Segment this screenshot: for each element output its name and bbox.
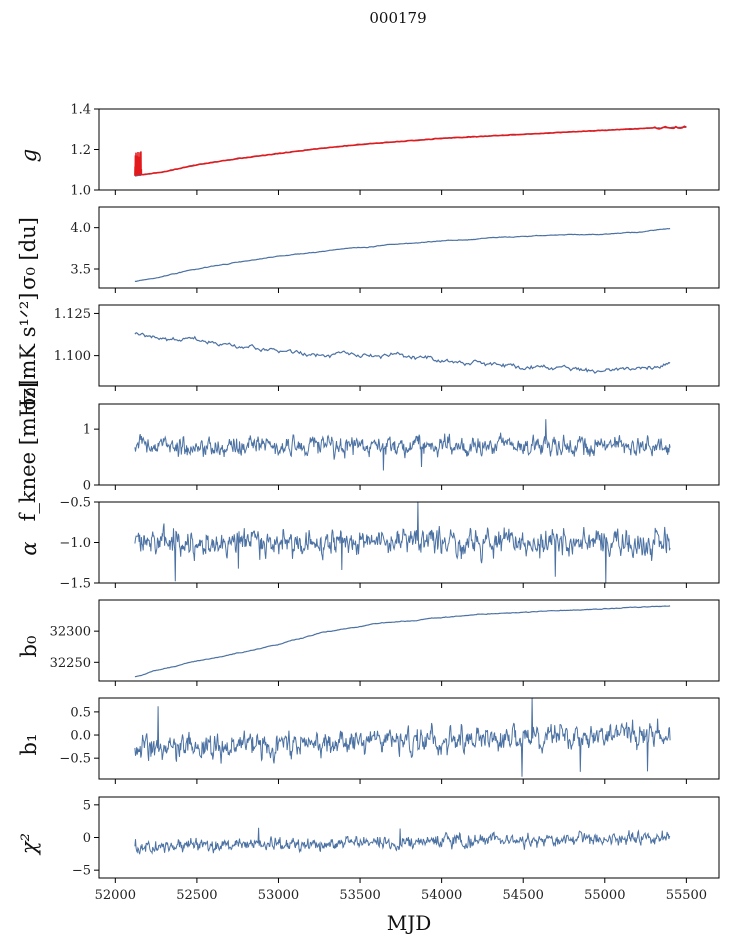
ytick-label-sigma0_du-0: 3.5 xyxy=(70,262,91,277)
axes-frame-b1 xyxy=(98,697,720,780)
xtick-label-6: 55000 xyxy=(584,888,625,903)
figure-title: 000179 xyxy=(369,9,426,27)
series-chi2 xyxy=(134,827,671,855)
panel-chi2: −5 0 5 52000 52500 53000 53500 54000 54500 55000 5… xyxy=(17,796,720,903)
y-axis-label-alpha: α xyxy=(17,541,41,555)
series-sigma0_du xyxy=(134,227,671,282)
xtick-label-4: 54000 xyxy=(421,888,462,903)
y-axis-label-g: g xyxy=(17,149,41,162)
ytick-label-chi2-1: 0 xyxy=(83,831,91,846)
ytick-label-b1-0: −0.5 xyxy=(59,752,91,767)
axes-frame-g xyxy=(98,108,720,191)
series-b0 xyxy=(134,605,671,678)
ytick-label-b1-2: 0.5 xyxy=(70,705,91,720)
ytick-label-g-1: 1.2 xyxy=(70,143,91,158)
ytick-label-b0-1: 32300 xyxy=(50,625,91,640)
ytick-label-sigma0_mK-0: 1.100 xyxy=(54,349,91,364)
y-axis-label-b1: b₁ xyxy=(17,734,41,756)
xtick-label-7: 55500 xyxy=(666,888,707,903)
y-axis-label-sigma0_mK: σ₀[mK s¹ᐟ²] xyxy=(16,293,40,411)
series-alpha xyxy=(134,502,671,583)
axes-frame-sigma0_mK xyxy=(98,304,720,387)
ytick-label-g-0: 1.0 xyxy=(70,184,91,199)
ytick-label-alpha-0: −1.5 xyxy=(59,577,91,592)
panel-sigma0_mK: 1.100 1.125 σ₀[mK s¹ᐟ²] xyxy=(16,293,720,411)
panel-b0: 32250 32300 b₀ xyxy=(17,599,720,686)
xtick-label-0: 52000 xyxy=(95,888,136,903)
xtick-label-3: 53500 xyxy=(339,888,380,903)
x-axis-label: MJD xyxy=(387,911,432,935)
ytick-label-chi2-0: −5 xyxy=(72,864,91,879)
axes-frame-alpha xyxy=(98,501,720,584)
ytick-label-sigma0_du-1: 4.0 xyxy=(70,221,91,236)
y-axis-label-sigma0_du: σ₀ [du] xyxy=(16,217,40,290)
panel-b1: −0.5 0.0 0.5 b₁ xyxy=(17,697,720,784)
series-fknee xyxy=(134,419,671,471)
ytick-label-fknee-1: 1 xyxy=(83,423,91,438)
ytick-label-sigma0_mK-1: 1.125 xyxy=(54,307,91,322)
ytick-label-b0-0: 32250 xyxy=(50,656,91,671)
ytick-label-b1-1: 0.0 xyxy=(70,729,91,744)
panel-g: 1.0 1.2 1.4 g xyxy=(17,103,720,199)
axes-frame-sigma0_du xyxy=(98,206,720,289)
xtick-label-2: 53000 xyxy=(258,888,299,903)
panels: 1.0 1.2 1.4 g 3.5 4.0 σ₀ [du] 1.100 1.125 σ₀[mK s… xyxy=(16,103,720,903)
series-b1 xyxy=(134,698,671,777)
ytick-label-alpha-1: −1.0 xyxy=(59,536,91,551)
ytick-label-fknee-0: 0 xyxy=(83,479,91,494)
panel-sigma0_du: 3.5 4.0 σ₀ [du] xyxy=(16,206,720,293)
series-g-data xyxy=(134,126,687,177)
axes-frame-b0 xyxy=(98,599,720,682)
axes-frame-chi2 xyxy=(98,796,720,879)
ytick-label-g-2: 1.4 xyxy=(70,103,91,118)
panel-fknee: 0 1 f_knee [mHz] xyxy=(16,380,720,522)
y-axis-label-chi2: χ² xyxy=(17,833,41,856)
ytick-label-alpha-2: −0.5 xyxy=(59,496,91,511)
ytick-label-chi2-2: 5 xyxy=(83,798,91,813)
panel-alpha: −1.5 −1.0 −0.5 α xyxy=(17,496,720,592)
series-sigma0_mK xyxy=(134,331,671,374)
series-g-fit xyxy=(134,125,687,176)
y-axis-label-fknee: f_knee [mHz] xyxy=(16,380,40,522)
xtick-label-1: 52500 xyxy=(176,888,217,903)
xtick-label-5: 54500 xyxy=(503,888,544,903)
axes-frame-fknee xyxy=(98,403,720,486)
y-axis-label-b0: b₀ xyxy=(17,636,41,658)
